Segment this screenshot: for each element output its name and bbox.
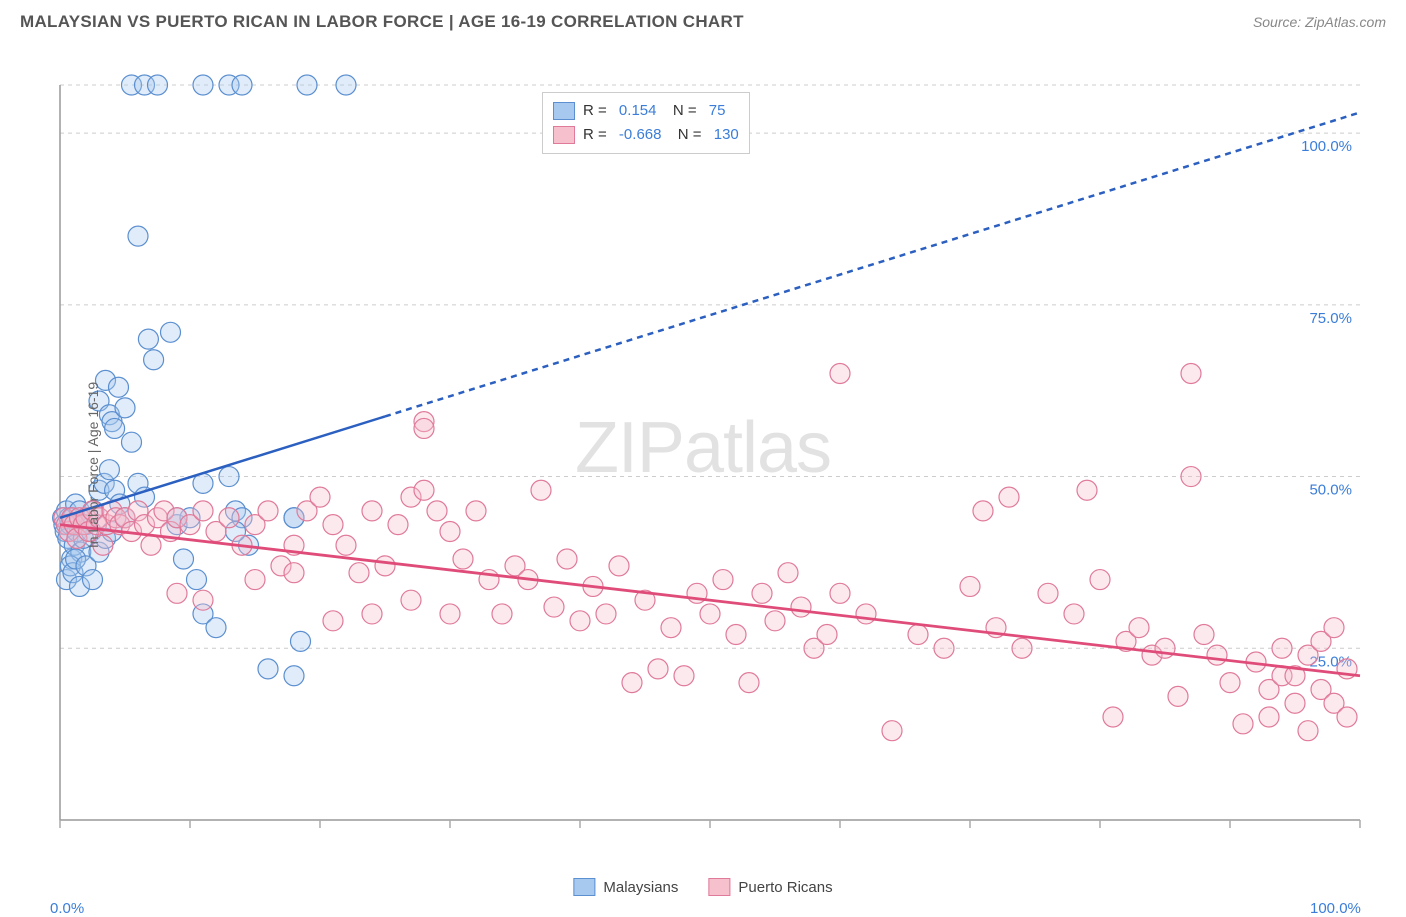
y-axis-label: In Labor Force | Age 16-19 xyxy=(85,382,101,548)
r-value: 0.154 xyxy=(615,99,657,123)
legend-swatch xyxy=(553,102,575,120)
n-label: N = xyxy=(664,99,696,123)
legend-item: Puerto Ricans xyxy=(708,878,832,896)
correlation-stats-box: R = 0.154 N = 75R = -0.668 N = 130 xyxy=(542,92,750,154)
r-label: R = xyxy=(583,99,607,123)
stats-row: R = -0.668 N = 130 xyxy=(553,123,739,147)
chart-container: 25.0%50.0%75.0%100.0% In Labor Force | A… xyxy=(0,40,1406,890)
n-value: 75 xyxy=(705,99,726,123)
n-label: N = xyxy=(669,123,701,147)
legend-swatch xyxy=(708,878,730,896)
r-label: R = xyxy=(583,123,607,147)
chart-title: MALAYSIAN VS PUERTO RICAN IN LABOR FORCE… xyxy=(20,12,744,32)
legend-label: Puerto Ricans xyxy=(738,879,832,896)
scatter-chart: 25.0%50.0%75.0%100.0% xyxy=(0,40,1406,870)
legend-swatch xyxy=(553,126,575,144)
x-axis-min-label: 0.0% xyxy=(50,900,84,917)
x-axis-max-label: 100.0% xyxy=(1310,900,1361,917)
svg-text:50.0%: 50.0% xyxy=(1309,482,1352,499)
n-value: 130 xyxy=(710,123,739,147)
svg-text:100.0%: 100.0% xyxy=(1301,138,1352,155)
legend-label: Malaysians xyxy=(603,879,678,896)
series-legend: Malaysians Puerto Ricans xyxy=(573,878,832,896)
legend-item: Malaysians xyxy=(573,878,678,896)
legend-swatch xyxy=(573,878,595,896)
svg-text:75.0%: 75.0% xyxy=(1309,310,1352,327)
stats-row: R = 0.154 N = 75 xyxy=(553,99,739,123)
r-value: -0.668 xyxy=(615,123,662,147)
source-attribution: Source: ZipAtlas.com xyxy=(1253,14,1386,30)
